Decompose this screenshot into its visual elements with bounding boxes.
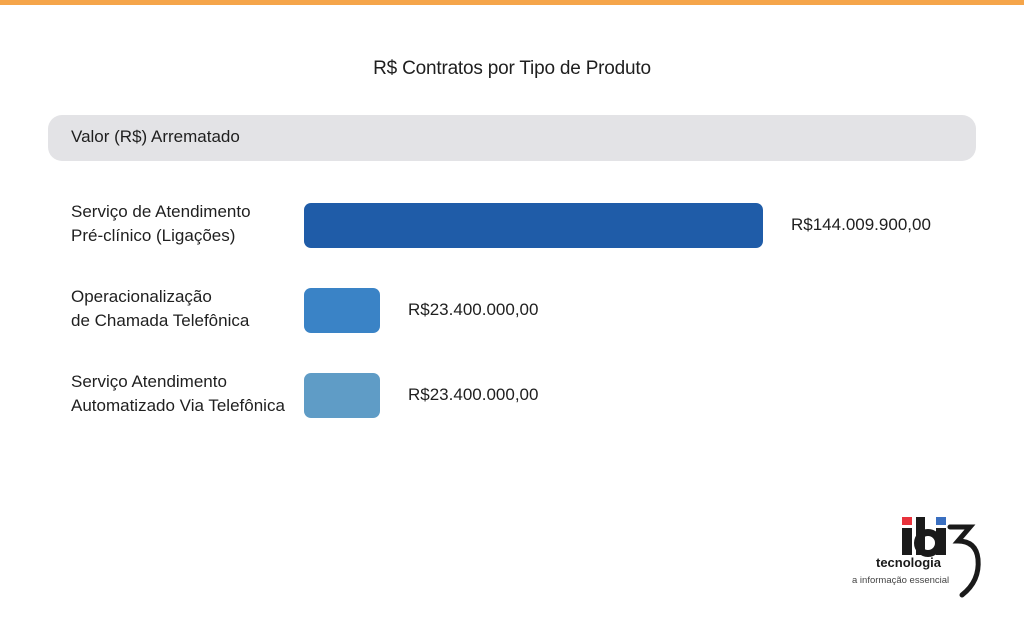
value-label: R$144.009.900,00 [791, 215, 931, 234]
chart-title: R$ Contratos por Tipo de Produto [373, 58, 651, 79]
category-label: Serviço de Atendimento Pré-clínico (Liga… [71, 202, 251, 245]
bar [304, 288, 380, 333]
category-label: Operacionalização de Chamada Telefônica [71, 287, 250, 330]
bar [304, 203, 763, 248]
top-accent-line [0, 0, 1024, 5]
series-header-bar [48, 115, 976, 161]
logo-tecnologia-text: tecnologia [876, 555, 942, 570]
logo-tagline-text: a informação essencial [852, 575, 949, 586]
value-label: R$23.400.000,00 [408, 385, 539, 404]
value-label: R$23.400.000,00 [408, 300, 539, 319]
category-label: Serviço Atendimento Automatizado Via Tel… [71, 372, 285, 415]
ibiz-logo-mark: tecnologia a informação essencial [852, 517, 981, 598]
bar [304, 373, 380, 418]
series-header-label: Valor (R$) Arrematado [71, 127, 240, 146]
ibiz-logo: tecnologia a informação essencial [850, 515, 1000, 600]
